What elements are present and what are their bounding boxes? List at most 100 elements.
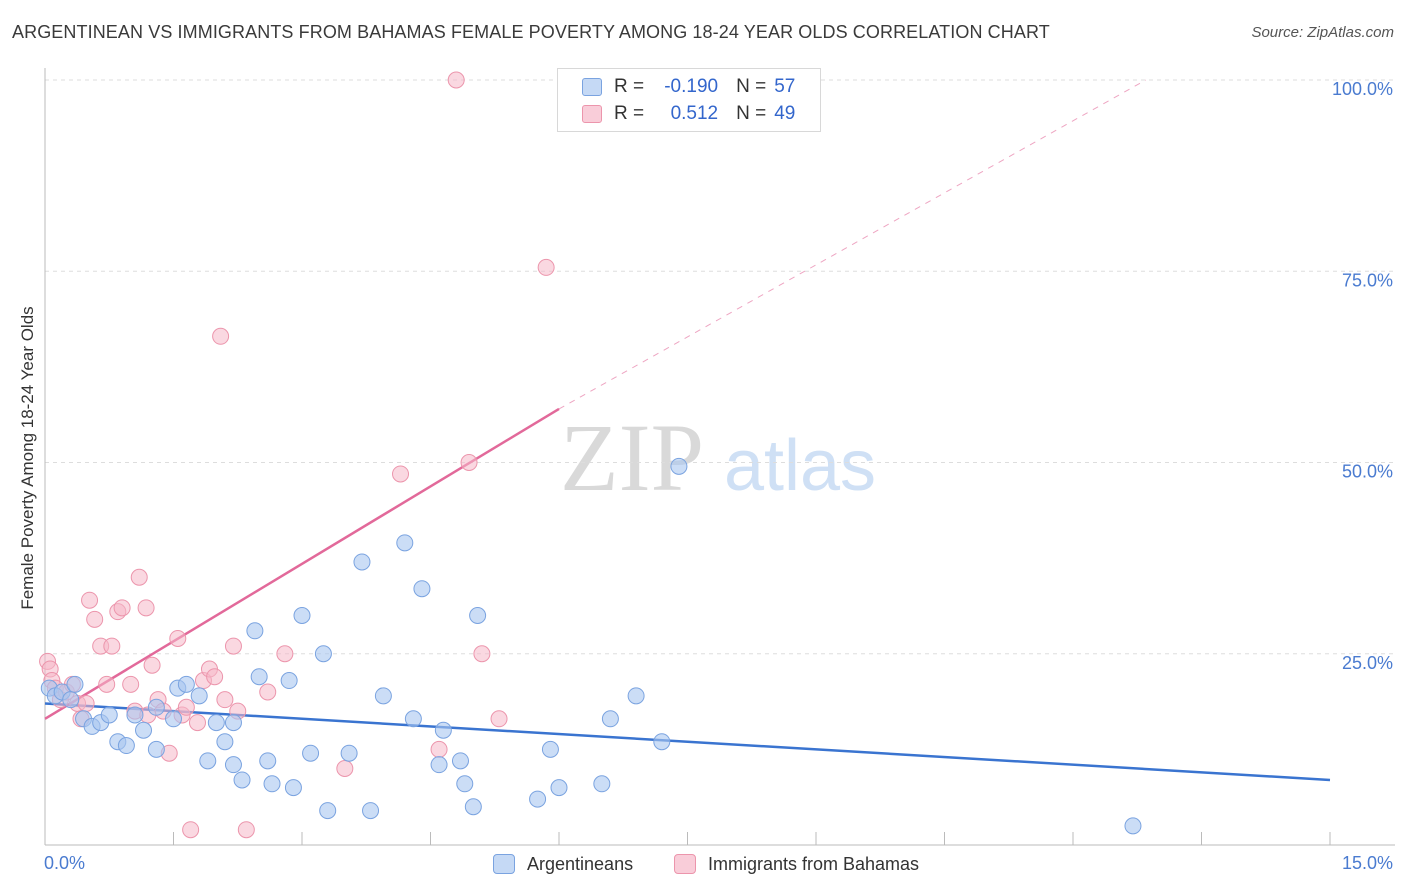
- point-immigrants-from-bahamas: [103, 637, 121, 655]
- bottom-legend-argentineans: Argentineans: [493, 852, 633, 876]
- point-argentineans: [147, 740, 165, 758]
- point-argentineans: [293, 607, 311, 624]
- point-immigrants-from-bahamas: [77, 694, 95, 712]
- point-argentineans: [601, 710, 619, 728]
- x-tick-labels: 0.0% 15.0%: [44, 853, 1393, 873]
- point-argentineans: [464, 798, 482, 816]
- point-argentineans: [413, 580, 431, 598]
- point-argentineans: [66, 675, 84, 693]
- point-argentineans: [246, 622, 264, 640]
- point-immigrants-from-bahamas: [336, 760, 354, 777]
- point-argentineans: [284, 779, 302, 797]
- point-immigrants-from-bahamas: [81, 591, 99, 609]
- point-argentineans: [451, 752, 469, 770]
- point-argentineans: [404, 710, 422, 728]
- point-argentineans: [340, 744, 358, 762]
- point-argentineans: [314, 645, 332, 663]
- legend-r-label: R =: [614, 103, 645, 124]
- watermark-atlas: atlas: [724, 426, 876, 506]
- point-argentineans: [259, 752, 277, 770]
- point-argentineans: [374, 687, 392, 705]
- point-immigrants-from-bahamas: [177, 698, 195, 716]
- legend-swatch-pink: [582, 105, 602, 123]
- trend-line-argentineans: [44, 702, 1331, 782]
- legend-n-label: N =: [736, 76, 767, 97]
- legend-r-value: -0.190: [664, 76, 719, 97]
- point-argentineans: [593, 775, 611, 793]
- point-immigrants-from-bahamas: [447, 71, 465, 89]
- point-immigrants-from-bahamas: [212, 327, 230, 345]
- point-argentineans: [177, 675, 195, 693]
- y-tick-labels: 25.0% 50.0% 75.0% 100.0%: [1332, 79, 1393, 673]
- point-argentineans: [670, 457, 688, 475]
- point-argentineans: [126, 706, 144, 724]
- point-argentineans: [117, 737, 135, 755]
- point-argentineans: [263, 775, 281, 793]
- point-argentineans: [100, 706, 118, 724]
- x-ticks: [44, 832, 1331, 845]
- legend-swatch-blue: [582, 78, 602, 96]
- point-immigrants-from-bahamas: [224, 637, 242, 655]
- point-argentineans: [550, 779, 568, 797]
- bottom-legend-bahamas: Immigrants from Bahamas: [674, 852, 919, 876]
- point-argentineans: [627, 687, 645, 705]
- point-argentineans: [190, 687, 208, 705]
- point-immigrants-from-bahamas: [86, 610, 104, 628]
- point-argentineans: [224, 756, 242, 774]
- legend-n-value: 57: [774, 76, 796, 97]
- x-tick-label: 0.0%: [44, 853, 85, 873]
- point-immigrants-from-bahamas: [276, 645, 294, 663]
- point-immigrants-from-bahamas: [206, 668, 224, 686]
- legend-n-value: 49: [774, 103, 796, 124]
- grid-lines: [45, 79, 1395, 655]
- point-argentineans: [319, 802, 337, 820]
- legend-r-value: 0.512: [670, 103, 719, 124]
- point-argentineans: [147, 698, 165, 716]
- point-immigrants-from-bahamas: [122, 675, 140, 693]
- x-tick-label: 15.0%: [1342, 853, 1393, 873]
- watermark: ZIP atlas: [560, 404, 876, 511]
- point-argentineans: [62, 691, 80, 709]
- point-argentineans: [233, 771, 251, 789]
- bottom-legend-label: Immigrants from Bahamas: [708, 853, 920, 874]
- point-argentineans: [280, 672, 298, 690]
- point-immigrants-from-bahamas: [537, 258, 555, 276]
- point-argentineans: [456, 775, 474, 793]
- watermark-zip: ZIP: [560, 404, 704, 511]
- point-immigrants-from-bahamas: [216, 691, 234, 709]
- y-axis-label: Female Poverty Among 18-24 Year Olds: [18, 306, 37, 610]
- y-tick-label: 100.0%: [1332, 79, 1393, 99]
- point-immigrants-from-bahamas: [460, 454, 478, 471]
- point-immigrants-from-bahamas: [137, 599, 155, 617]
- point-immigrants-from-bahamas: [143, 656, 161, 674]
- point-argentineans: [135, 721, 153, 739]
- point-argentineans: [396, 534, 414, 552]
- y-tick-label: 25.0%: [1342, 653, 1393, 673]
- bottom-legend-swatch-pink: [674, 854, 696, 874]
- point-immigrants-from-bahamas: [169, 629, 187, 647]
- point-argentineans: [541, 740, 559, 758]
- point-argentineans: [1124, 817, 1142, 835]
- point-argentineans: [434, 721, 452, 739]
- point-immigrants-from-bahamas: [473, 645, 491, 663]
- source-label: Source: ZipAtlas.com: [1251, 24, 1394, 41]
- point-argentineans: [653, 733, 671, 751]
- point-argentineans: [207, 714, 225, 732]
- legend-row-bahamas: R = 0.512 N = 49: [582, 102, 795, 126]
- trend-line-bahamas-extension: [558, 79, 1147, 410]
- point-argentineans: [224, 714, 242, 732]
- point-immigrants-from-bahamas: [259, 683, 277, 701]
- point-argentineans: [216, 733, 234, 751]
- point-immigrants-from-bahamas: [113, 599, 131, 617]
- point-argentineans: [529, 790, 547, 808]
- point-immigrants-from-bahamas: [237, 821, 255, 839]
- point-argentineans: [469, 607, 487, 624]
- trend-line-bahamas: [44, 407, 560, 720]
- bottom-legend-swatch-blue: [493, 854, 515, 874]
- points-argentineans: [40, 457, 1142, 835]
- point-immigrants-from-bahamas: [188, 714, 206, 732]
- legend-r-label: R =: [614, 76, 645, 97]
- correlation-legend: R = -0.190 N = 57 R = 0.512 N = 49: [557, 68, 821, 132]
- point-immigrants-from-bahamas: [392, 465, 410, 483]
